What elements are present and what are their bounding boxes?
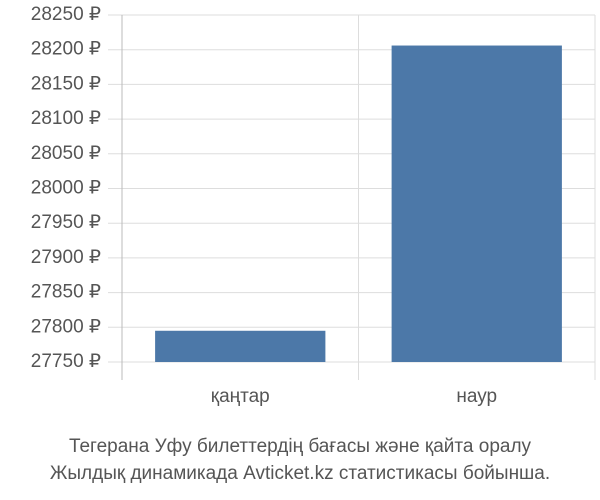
- y-tick-label: 28250 ₽: [31, 4, 101, 25]
- y-tick-label: 27950 ₽: [31, 212, 101, 233]
- y-tick-label: 28000 ₽: [31, 178, 101, 199]
- y-tick-label: 27800 ₽: [31, 316, 101, 337]
- y-tick-label: 27900 ₽: [31, 247, 101, 268]
- bar: [391, 45, 562, 362]
- y-tick-label: 27750 ₽: [31, 351, 101, 372]
- caption-line: Тегерана Уфу билеттердің бағасы және қай…: [69, 436, 532, 457]
- x-tick-label: наур: [456, 386, 497, 407]
- x-tick-label: қаңтар: [211, 386, 270, 407]
- y-tick-label: 28200 ₽: [31, 39, 101, 60]
- caption-line: Жылдық динамикада Avticket.kz статистика…: [50, 463, 550, 484]
- y-tick-label: 28150 ₽: [31, 73, 101, 94]
- y-tick-label: 27850 ₽: [31, 282, 101, 303]
- y-tick-label: 28100 ₽: [31, 108, 101, 129]
- bar: [155, 330, 326, 362]
- y-tick-label: 28050 ₽: [31, 143, 101, 164]
